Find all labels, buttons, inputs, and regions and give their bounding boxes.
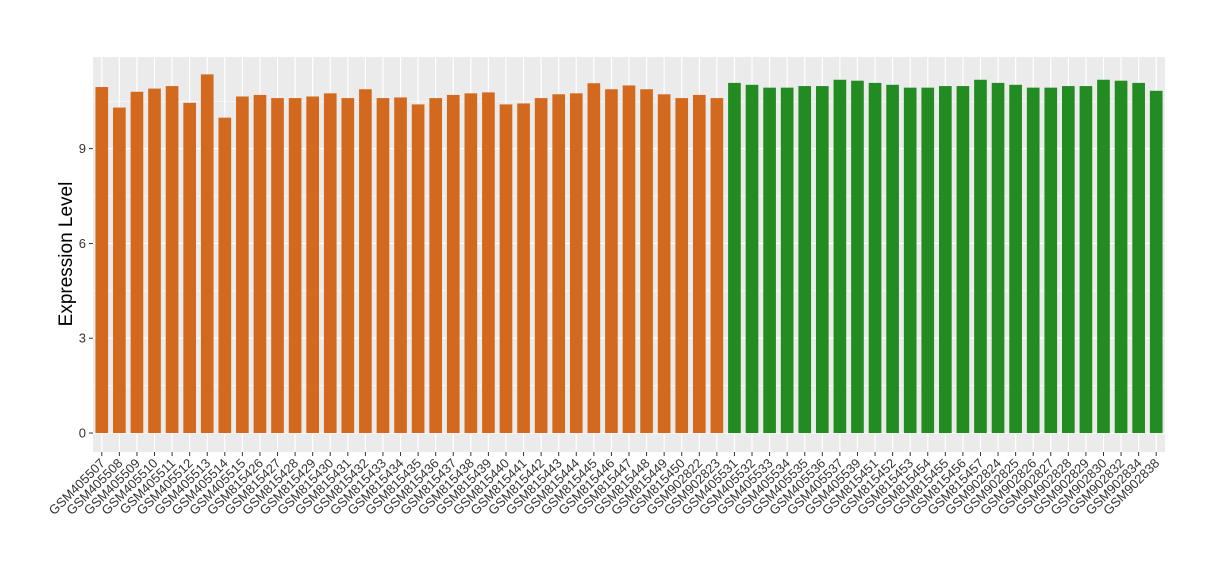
bar-GSM902824	[991, 82, 1005, 434]
bar-GSM815453	[903, 87, 917, 434]
bar-GSM815450	[675, 98, 689, 434]
bar-GSM815435	[411, 104, 425, 434]
bar-GSM405534	[780, 87, 794, 434]
bar-GSM815455	[939, 86, 952, 434]
bar-GSM405537	[833, 79, 847, 434]
bar-GSM815449	[657, 94, 671, 434]
x-axis: GSM405507GSM405508GSM405509GSM405510GSM4…	[46, 452, 1162, 518]
bar-GSM405531	[728, 82, 741, 434]
bar-GSM902822	[692, 94, 706, 434]
bar-GSM902832	[1114, 80, 1128, 434]
bar-GSM815439	[482, 92, 495, 434]
bar-GSM815456	[956, 86, 970, 434]
bar-GSM815440	[499, 104, 513, 434]
bar-GSM815445	[587, 83, 601, 434]
bar-GSM815447	[622, 85, 636, 434]
bar-GSM815442	[534, 98, 548, 434]
bar-GSM815438	[464, 93, 478, 434]
bar-GSM902838	[1149, 90, 1163, 434]
bar-GSM405512	[183, 102, 196, 434]
bar-GSM902823	[710, 98, 724, 434]
bar-GSM405532	[745, 84, 759, 434]
bar-GSM405539	[851, 80, 864, 434]
bar-GSM815454	[921, 87, 935, 434]
bar-GSM815452	[886, 84, 899, 434]
y-axis: 0 3 6 9	[79, 141, 93, 441]
bar-GSM815443	[552, 94, 566, 434]
bar-GSM815427	[271, 98, 284, 434]
bar-GSM815433	[376, 98, 390, 434]
bar-GSM405510	[148, 88, 161, 434]
bar-GSM902827	[1044, 87, 1058, 434]
bar-GSM405508	[113, 107, 126, 434]
bar-GSM405513	[200, 74, 214, 434]
bar-GSM405509	[130, 91, 144, 434]
bar-GSM902829	[1079, 86, 1093, 434]
bar-GSM815451	[868, 82, 882, 434]
bar-GSM405511	[165, 86, 179, 434]
bar-GSM815434	[394, 97, 407, 434]
bar-GSM902834	[1132, 82, 1145, 434]
bar-GSM815431	[341, 98, 355, 434]
bar-GSM405515	[236, 96, 249, 434]
bar-GSM902825	[1009, 84, 1022, 434]
bars	[95, 74, 1163, 434]
y-tick-label: 9	[79, 141, 86, 156]
bar-GSM405507	[95, 87, 109, 434]
bar-GSM815446	[605, 89, 618, 434]
bar-GSM815428	[288, 98, 302, 434]
bar-GSM815437	[446, 94, 460, 434]
bar-GSM902828	[1062, 86, 1075, 434]
y-axis-title: Expression Level	[56, 182, 77, 327]
bar-GSM902830	[1097, 79, 1110, 434]
bar-GSM405535	[798, 86, 812, 434]
bar-GSM815429	[306, 96, 319, 434]
bar-GSM815441	[517, 103, 530, 434]
bar-GSM815448	[640, 89, 653, 434]
bar-GSM815430	[323, 93, 337, 434]
bar-GSM815426	[253, 94, 267, 434]
y-tick-label: 0	[79, 426, 86, 441]
bar-GSM815432	[359, 89, 372, 434]
y-tick-label: 6	[79, 236, 86, 251]
y-tick-label: 3	[79, 331, 86, 346]
bar-GSM902826	[1026, 87, 1040, 434]
bar-GSM815444	[569, 93, 583, 434]
bar-GSM405533	[763, 87, 776, 434]
bar-GSM815436	[429, 98, 443, 434]
bar-GSM405536	[815, 86, 829, 434]
bar-GSM405514	[218, 117, 232, 434]
bar-GSM815457	[974, 79, 987, 434]
